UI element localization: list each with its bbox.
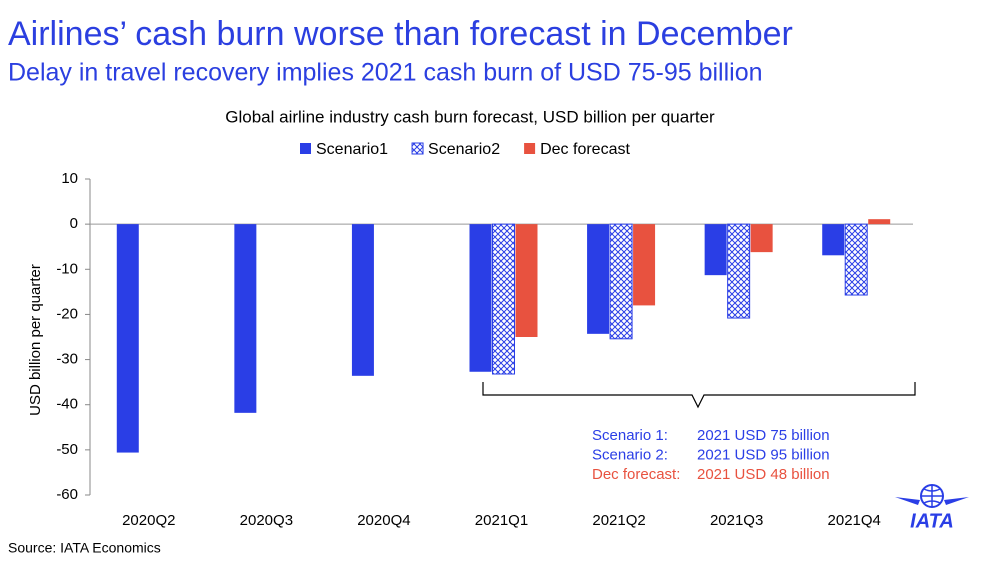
bar [609, 223, 633, 340]
legend-label: Dec forecast [540, 141, 630, 158]
bar [234, 224, 257, 413]
bar [469, 224, 492, 372]
y-tick-label: -20 [56, 305, 78, 322]
y-tick-label: -60 [56, 486, 78, 503]
legend-label: Scenario2 [428, 141, 500, 158]
legend-swatch [524, 143, 536, 154]
logo-text: IATA [910, 510, 954, 532]
x-tick-label: 2021Q1 [475, 512, 528, 529]
annotation-text: 2021 USD 95 billion [697, 446, 830, 463]
bar [822, 224, 845, 256]
legend-swatch [411, 142, 424, 155]
bar [587, 224, 610, 334]
annotation-text: 2021 USD 48 billion [697, 466, 830, 483]
y-tick-label: -30 [56, 351, 78, 368]
x-tick-label: 2021Q2 [592, 512, 645, 529]
chart-title: Global airline industry cash burn foreca… [225, 107, 715, 126]
bar [727, 223, 751, 319]
source: Source: IATA Economics [8, 540, 161, 556]
annotation-label: Scenario 1: [592, 427, 668, 444]
annotation-label: Scenario 2: [592, 446, 668, 463]
y-tick-label: -50 [56, 441, 78, 458]
bar [704, 224, 727, 276]
legend-swatch [300, 143, 311, 154]
bar [351, 224, 374, 376]
subtitle: Delay in travel recovery implies 2021 ca… [8, 59, 763, 87]
legend-label: Scenario1 [316, 141, 388, 158]
y-tick-label: -10 [56, 260, 78, 277]
y-tick-label: 10 [61, 170, 78, 187]
x-tick-label: 2020Q4 [357, 512, 410, 529]
bar [116, 224, 139, 453]
y-tick-label: -40 [56, 396, 78, 413]
bracket [482, 382, 916, 409]
x-tick-label: 2021Q3 [710, 512, 763, 529]
bar [515, 224, 538, 337]
annotation-text: 2021 USD 75 billion [697, 427, 830, 444]
bar [633, 224, 656, 306]
logo: IATA [895, 484, 969, 532]
x-tick-label: 2021Q4 [828, 512, 881, 529]
annotation-label: Dec forecast: [592, 466, 680, 483]
bar [750, 224, 773, 253]
x-tick-label: 2020Q2 [122, 512, 175, 529]
bar [492, 223, 515, 375]
bar [868, 219, 891, 225]
y-axis-label: USD billion per quarter [27, 264, 44, 416]
title: Airlines’ cash burn worse than forecast … [8, 15, 793, 53]
bar [844, 223, 868, 296]
x-tick-label: 2020Q3 [240, 512, 293, 529]
y-tick-label: 0 [70, 215, 78, 232]
